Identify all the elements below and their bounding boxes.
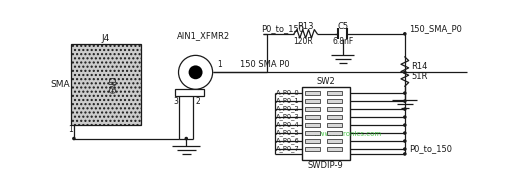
Text: 1: 1 xyxy=(217,60,222,69)
Text: J4: J4 xyxy=(101,34,110,43)
Bar xyxy=(326,107,342,111)
Circle shape xyxy=(185,137,187,140)
Bar xyxy=(326,147,342,151)
Text: A_P0_1: A_P0_1 xyxy=(276,98,300,104)
Text: 120R: 120R xyxy=(293,37,313,46)
Text: 51R: 51R xyxy=(411,72,427,81)
Text: SW2: SW2 xyxy=(316,77,335,86)
Bar xyxy=(326,115,342,119)
Text: A_P0_2: A_P0_2 xyxy=(276,106,300,113)
Bar xyxy=(305,107,321,111)
Text: A_P0_5: A_P0_5 xyxy=(276,130,300,137)
Bar xyxy=(305,91,321,95)
Bar xyxy=(305,147,321,151)
Text: A_P0_6: A_P0_6 xyxy=(276,138,300,144)
Bar xyxy=(326,91,342,95)
Text: C5: C5 xyxy=(337,22,348,31)
Text: AIN1_XFMR2: AIN1_XFMR2 xyxy=(177,31,230,40)
Text: A_P0_7: A_P0_7 xyxy=(276,146,300,152)
Text: P0_to_150: P0_to_150 xyxy=(262,24,304,33)
Text: R14: R14 xyxy=(411,62,427,71)
Bar xyxy=(71,44,141,125)
Bar xyxy=(305,139,321,143)
Bar xyxy=(175,89,204,96)
Circle shape xyxy=(73,137,75,140)
Circle shape xyxy=(404,92,406,94)
Circle shape xyxy=(178,55,213,89)
Bar xyxy=(305,99,321,103)
Text: A_P0_3: A_P0_3 xyxy=(276,114,300,120)
Circle shape xyxy=(404,140,406,142)
Text: A_P0_4: A_P0_4 xyxy=(276,122,300,128)
Circle shape xyxy=(404,124,406,126)
Text: 150 SMA P0: 150 SMA P0 xyxy=(240,60,289,69)
Text: A_P0_0: A_P0_0 xyxy=(276,90,300,97)
Circle shape xyxy=(404,100,406,102)
Circle shape xyxy=(404,153,406,155)
Text: 1: 1 xyxy=(69,125,73,134)
Text: R13: R13 xyxy=(298,22,314,31)
Bar xyxy=(326,123,342,127)
Bar xyxy=(326,99,342,103)
Circle shape xyxy=(404,33,406,35)
Text: 150_SMA_P0: 150_SMA_P0 xyxy=(408,24,462,33)
Circle shape xyxy=(404,116,406,118)
Text: 2: 2 xyxy=(196,97,200,106)
Circle shape xyxy=(404,148,406,150)
Text: SWDIP-9: SWDIP-9 xyxy=(308,161,344,170)
Circle shape xyxy=(404,108,406,110)
Bar xyxy=(305,115,321,119)
Bar xyxy=(305,131,321,135)
Circle shape xyxy=(189,65,202,79)
Bar xyxy=(326,131,342,135)
Bar xyxy=(302,87,350,160)
Circle shape xyxy=(404,132,406,134)
Text: 6.8nF: 6.8nF xyxy=(332,37,354,46)
Text: www.cntronics.com: www.cntronics.com xyxy=(314,131,382,137)
Text: 3: 3 xyxy=(174,97,179,106)
Text: SMA: SMA xyxy=(50,80,70,89)
Bar xyxy=(326,139,342,143)
Bar xyxy=(305,123,321,127)
Circle shape xyxy=(404,71,406,73)
Text: P0_to_150: P0_to_150 xyxy=(408,144,452,153)
Text: GND: GND xyxy=(109,75,119,93)
